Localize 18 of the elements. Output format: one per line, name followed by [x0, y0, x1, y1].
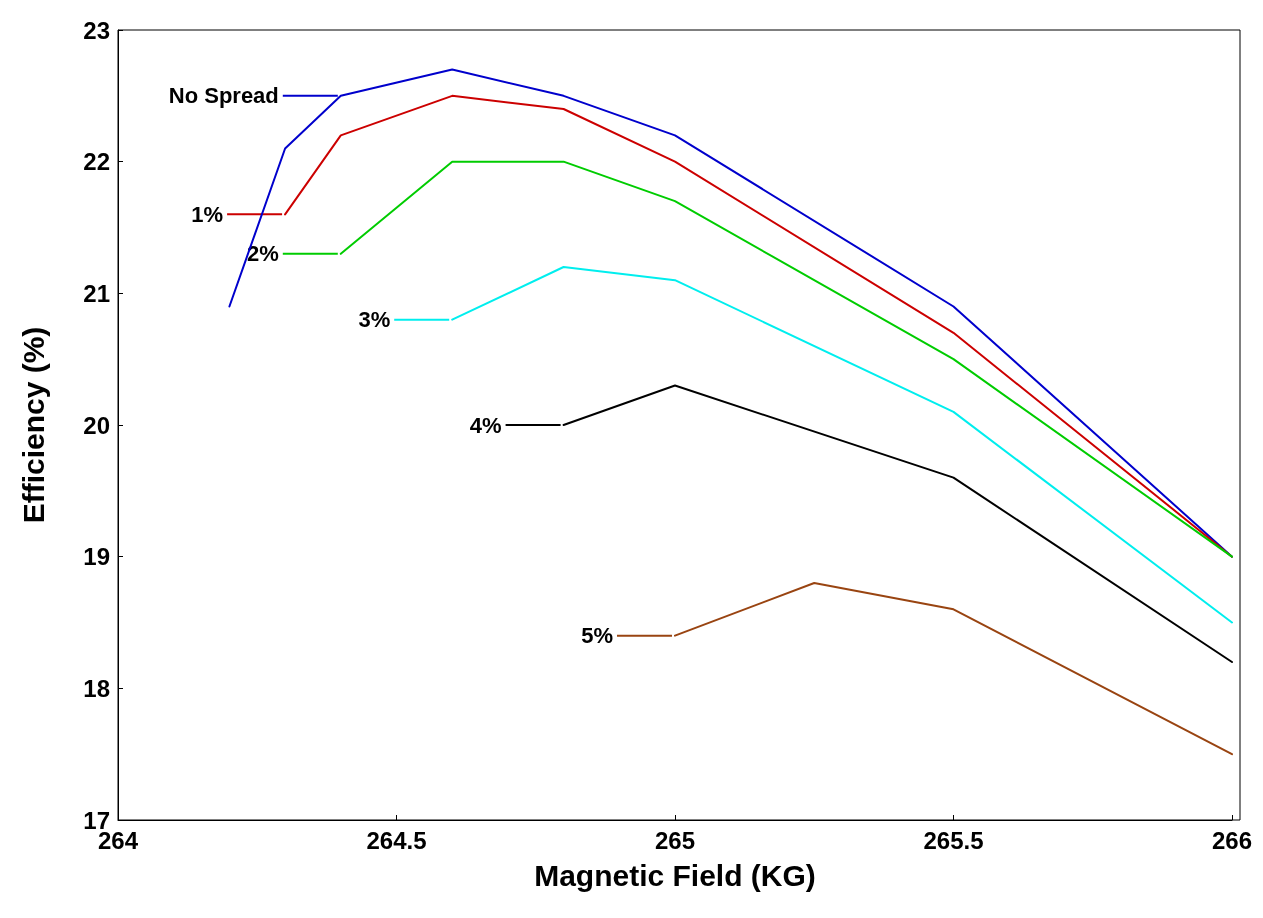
legend-label: 2%: [247, 241, 279, 267]
y-axis-title: Efficiency (%): [16, 326, 50, 524]
y-tick-label: 21: [83, 279, 110, 307]
y-tick-label: 20: [83, 411, 110, 439]
y-tick-label: 23: [83, 16, 110, 44]
legend-label: 4%: [469, 412, 502, 438]
legend-label: 3%: [358, 307, 391, 333]
y-tick-label: 22: [83, 148, 110, 176]
x-tick-label: 266: [1211, 826, 1252, 854]
legend-label: No Spread: [168, 83, 279, 109]
x-tick-label: 264.5: [366, 826, 427, 854]
legend-label: 1%: [191, 201, 224, 227]
x-axis-title: Magnetic Field (KG): [534, 858, 816, 892]
x-tick-label: 265: [654, 826, 696, 854]
legend-label: 5%: [581, 623, 613, 649]
y-tick-label: 19: [83, 543, 110, 571]
y-tick-label: 18: [83, 674, 110, 702]
x-tick-label: 265.5: [923, 826, 984, 854]
